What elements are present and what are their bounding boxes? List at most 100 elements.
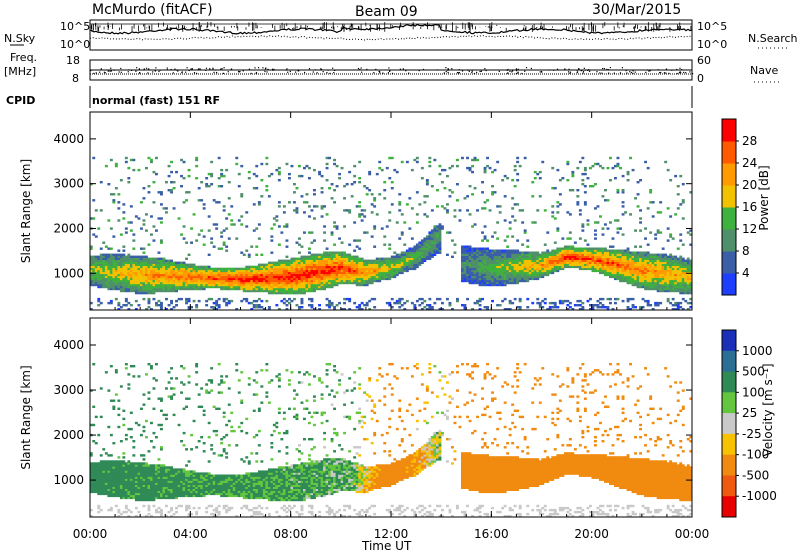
power-cell bbox=[466, 195, 469, 198]
power-cell bbox=[661, 279, 665, 283]
power-cell bbox=[185, 269, 188, 273]
power-cell bbox=[247, 271, 251, 275]
power-cell bbox=[222, 277, 226, 281]
power-cell bbox=[583, 265, 587, 269]
power-cell bbox=[506, 253, 510, 256]
power-cell bbox=[420, 261, 424, 264]
power-cell bbox=[140, 259, 143, 262]
power-cell bbox=[94, 255, 98, 258]
power-cell bbox=[180, 265, 183, 269]
power-cell bbox=[481, 277, 484, 281]
power-cell bbox=[641, 263, 645, 266]
power-cell bbox=[438, 237, 442, 240]
power-cell bbox=[142, 277, 146, 281]
power-cell bbox=[165, 287, 168, 291]
power-cell bbox=[493, 253, 497, 256]
power-cell bbox=[288, 289, 291, 293]
power-cell bbox=[272, 267, 276, 271]
power-cell bbox=[190, 279, 193, 283]
power-cell bbox=[486, 239, 489, 242]
power-cell bbox=[288, 269, 291, 273]
power-cell bbox=[621, 255, 625, 258]
power-cell bbox=[182, 225, 186, 228]
power-cell bbox=[242, 277, 246, 281]
power-cell bbox=[413, 255, 417, 258]
power-cell bbox=[541, 251, 545, 254]
power-cell bbox=[318, 277, 321, 281]
power-cell bbox=[305, 265, 309, 269]
power-cell bbox=[528, 257, 532, 260]
power-cell bbox=[192, 281, 196, 285]
power-cell bbox=[122, 249, 126, 252]
power-cell bbox=[589, 257, 592, 260]
power-cell bbox=[207, 279, 211, 283]
power-cell bbox=[340, 263, 344, 266]
power-cell bbox=[400, 263, 404, 266]
power-cell bbox=[686, 267, 690, 271]
power-cell bbox=[170, 267, 173, 271]
power-cell bbox=[651, 287, 655, 291]
power-cell bbox=[124, 271, 128, 275]
power-cell bbox=[267, 281, 271, 285]
power-cell bbox=[350, 281, 354, 285]
power-cell bbox=[282, 267, 286, 271]
power-cell bbox=[298, 271, 301, 275]
power-cell bbox=[395, 261, 399, 264]
power-cell bbox=[170, 301, 173, 305]
power-cell bbox=[225, 273, 229, 277]
power-cell bbox=[124, 259, 128, 262]
power-cell bbox=[293, 285, 296, 289]
power-cell bbox=[671, 271, 675, 275]
power-cell bbox=[599, 265, 602, 269]
power-cell bbox=[531, 221, 535, 224]
power-cell bbox=[395, 259, 399, 262]
power-cell bbox=[160, 283, 163, 287]
power-cell bbox=[661, 271, 665, 275]
power-cell bbox=[659, 277, 663, 281]
power-cell bbox=[446, 297, 449, 301]
power-cell bbox=[247, 285, 251, 289]
power-cell bbox=[117, 283, 121, 287]
velocity-cell bbox=[114, 480, 118, 483]
power-cell bbox=[599, 247, 602, 250]
power-cell bbox=[461, 245, 464, 248]
power-cell bbox=[205, 275, 209, 279]
power-cell bbox=[666, 287, 670, 291]
power-cell bbox=[461, 277, 464, 281]
power-cell bbox=[338, 271, 341, 275]
power-cell bbox=[538, 271, 542, 275]
power-cell bbox=[328, 304, 331, 307]
velocity-cell bbox=[97, 480, 101, 483]
power-cell bbox=[518, 209, 522, 212]
power-cell bbox=[481, 283, 484, 287]
power-cell bbox=[232, 275, 236, 279]
power-cell bbox=[185, 301, 188, 305]
power-cell bbox=[491, 263, 494, 266]
power-cell bbox=[626, 253, 630, 256]
power-cell bbox=[589, 297, 592, 301]
power-cell bbox=[358, 271, 362, 275]
power-cell bbox=[533, 259, 537, 262]
power-cell bbox=[606, 259, 610, 262]
power-cell bbox=[689, 285, 693, 289]
power-cell bbox=[335, 271, 339, 275]
power-cell bbox=[541, 306, 545, 309]
power-cell bbox=[395, 255, 399, 258]
power-cell bbox=[129, 273, 133, 277]
power-cell bbox=[614, 269, 617, 273]
power-cell bbox=[275, 168, 279, 172]
power-cell bbox=[92, 269, 96, 273]
power-cell bbox=[175, 287, 178, 291]
velocity-cell bbox=[114, 504, 118, 508]
power-cell bbox=[195, 287, 199, 291]
power-cell bbox=[122, 277, 126, 281]
power-cell bbox=[345, 269, 349, 273]
power-cell bbox=[340, 269, 344, 273]
power-cell bbox=[202, 277, 206, 281]
power-cell bbox=[516, 172, 520, 176]
power-cell bbox=[385, 267, 389, 271]
power-cell bbox=[293, 283, 296, 287]
power-cell bbox=[498, 259, 502, 262]
power-cell bbox=[669, 215, 673, 218]
power-cell bbox=[496, 251, 500, 254]
